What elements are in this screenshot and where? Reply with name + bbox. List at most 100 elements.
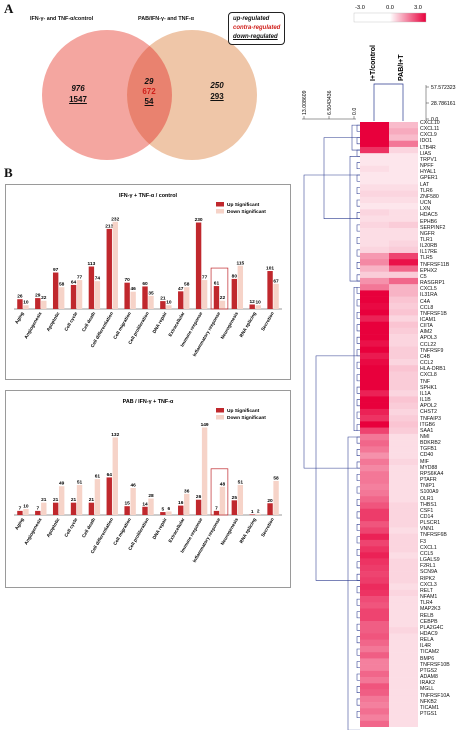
heatmap-cell (389, 296, 418, 304)
gene-label: TNFRSF9 (420, 347, 444, 354)
bar-value-label: 10 (23, 504, 29, 510)
gene-label: TGFB1 (420, 446, 437, 453)
panel-a-letter: A (4, 1, 14, 16)
gene-label: ICAM1 (420, 317, 436, 323)
heatmap-cell (360, 408, 389, 416)
heatmap-row-dendrogram: 13.008609 6.5043436 0.0 (302, 90, 360, 730)
gene-label: PTGS1 (420, 711, 438, 717)
gene-label: TNFRSF6B (420, 532, 447, 539)
gene-label: SCN9A (420, 569, 438, 576)
heatmap-cell (360, 321, 389, 329)
gene-label: PTAFR (420, 477, 437, 484)
heatmap-cell (360, 633, 389, 640)
heatmap-cell (360, 377, 389, 385)
bar (219, 486, 226, 515)
heatmap-cell (389, 589, 418, 597)
bar (231, 278, 238, 309)
venn-left-title: IFN-γ- and TNF-α/control (30, 16, 94, 22)
heatmap-cell (360, 284, 389, 291)
bar-chart-2-frame: PAB / IFN-γ + TNF-α Up Significant Down Si… (5, 390, 291, 588)
gene-label: SERPINF2 (420, 224, 446, 231)
x-tick-label: DNA repair (151, 517, 167, 540)
gene-label: IL1B (420, 397, 431, 404)
row-dendro-leaf (356, 524, 360, 531)
gene-label: TLR4 (420, 600, 433, 607)
heatmap-cell (389, 639, 418, 647)
heatmap-cell (389, 321, 418, 329)
bar (17, 299, 23, 309)
heatmap-cell (389, 664, 418, 672)
bar-value-label: 22 (220, 295, 226, 301)
bar (184, 493, 190, 515)
heatmap-column-dendrogram: 57.572323 28.786161 0.0 I+T/control PAB/I+T (370, 45, 456, 123)
bar (237, 265, 244, 309)
x-tick-label: Extracellular (167, 311, 185, 338)
x-tick-label: Aging (14, 517, 25, 531)
heatmap-cell (360, 596, 389, 603)
heatmap-cell (360, 539, 389, 547)
row-dendro-leaf (356, 361, 360, 369)
row-dendro-leaf (356, 224, 360, 232)
highlight-box (210, 468, 229, 516)
heatmap-cell (360, 583, 389, 591)
gene-label: CCL5 (420, 550, 434, 557)
x-tick-label: Cell death (81, 311, 96, 333)
heatmap-cell (360, 215, 389, 223)
bar-value-label: 97 (53, 267, 59, 273)
heatmap-cell (389, 558, 418, 566)
heatmap-cell (389, 271, 418, 279)
bar (124, 506, 130, 515)
heatmap-cell (389, 196, 418, 204)
row-dendro-leaf (356, 262, 360, 269)
heatmap-cell (389, 577, 418, 584)
bar-value-label: 51 (77, 480, 83, 486)
heatmap-cell (360, 708, 389, 715)
legend-swatch-1 (216, 209, 224, 214)
gene-label: LTB4R (420, 144, 436, 151)
bar-value-label: 132 (111, 432, 119, 438)
heatmap-cell (360, 302, 389, 310)
bar-value-label: 21 (41, 497, 47, 503)
colorbar-gradient (353, 12, 427, 23)
heatmap-cell (360, 571, 389, 578)
heatmap-cell (360, 564, 389, 572)
row-dendro-leaf (356, 536, 360, 544)
bar-value-label: 26 (17, 294, 23, 300)
heatmap-cell (389, 221, 418, 229)
highlight-box (210, 267, 229, 310)
bar-value-label: 77 (202, 275, 208, 281)
heatmap-cell (389, 521, 418, 528)
gene-label: C4A (420, 298, 431, 305)
heatmap-cell (389, 209, 418, 216)
heatmap-cell (360, 365, 389, 372)
gene-label: C5 (420, 273, 427, 280)
venn-right-down: 293 (210, 92, 224, 101)
x-tick-label: Cell migration (112, 517, 132, 546)
heatmap-cell (360, 371, 389, 379)
heatmap-cell (360, 228, 389, 235)
bar (70, 502, 77, 515)
heatmap-cell (389, 246, 418, 254)
bar-value-label: 149 (201, 422, 209, 428)
gene-label: PLSCR1 (420, 520, 441, 527)
heatmap-cell (360, 483, 389, 491)
bar (237, 485, 244, 515)
gene-label: MIF (420, 458, 429, 465)
venn-overlap-up: 29 (144, 77, 154, 86)
row-dendro-leaf (356, 511, 360, 519)
heatmap-cell (360, 477, 389, 485)
heatmap-cell (360, 508, 389, 516)
x-tick-label: RNA splicing (239, 517, 258, 544)
bar (178, 291, 184, 309)
bar (148, 295, 154, 309)
bar (88, 266, 95, 309)
row-dendro-leaf (356, 199, 360, 207)
heatmap-cell (360, 677, 389, 684)
heatmap-cell (360, 122, 389, 129)
gene-label: CIITA (420, 323, 433, 330)
heatmap-cell (389, 477, 418, 485)
gene-label: CCL22 (420, 341, 437, 348)
heatmap-cell (389, 128, 418, 135)
gene-label: MGLL (420, 686, 435, 693)
